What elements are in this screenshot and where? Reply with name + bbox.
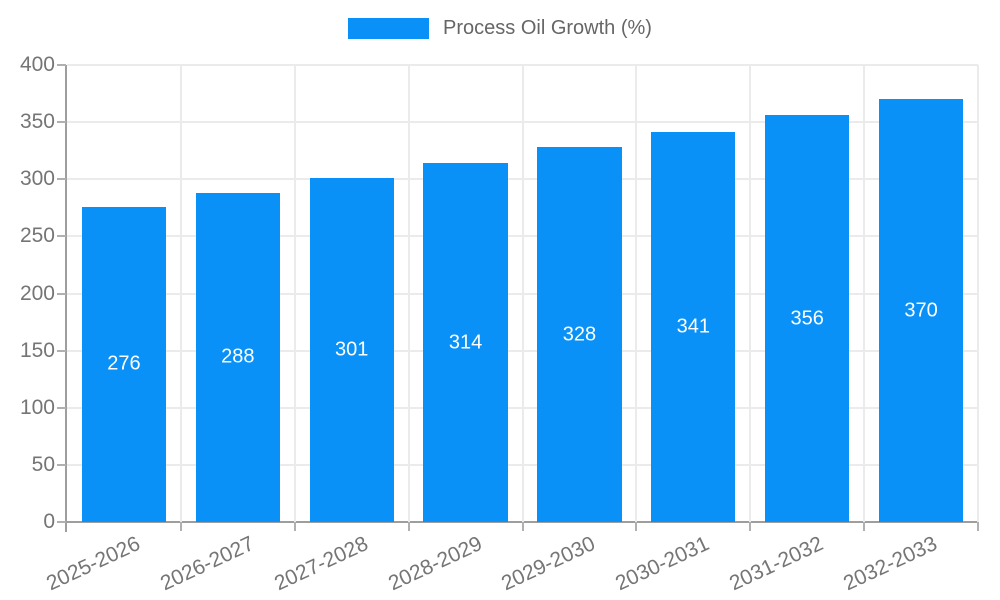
y-axis-tick bbox=[57, 64, 66, 66]
x-axis-tick bbox=[863, 522, 866, 531]
y-tick-label: 350 bbox=[19, 110, 55, 134]
gridline-vertical bbox=[293, 65, 296, 522]
y-axis-tick bbox=[57, 349, 66, 352]
y-tick-label: 0 bbox=[43, 510, 55, 533]
bar-value-label: 328 bbox=[562, 323, 597, 346]
y-axis-tick bbox=[57, 121, 66, 124]
x-tick-label: 2029-2030 bbox=[498, 532, 600, 596]
x-axis-tick bbox=[977, 522, 979, 531]
bar-2032-2033[interactable]: 370 bbox=[878, 99, 964, 522]
y-axis-tick bbox=[57, 178, 66, 181]
y-tick-label: 100 bbox=[19, 395, 55, 419]
x-axis-tick bbox=[749, 522, 752, 531]
gridline-vertical bbox=[749, 65, 752, 522]
gridline-vertical bbox=[863, 65, 866, 522]
plot-area: 0 50 100 150 200 250 300 350 400 276 2025-2026 288 2… bbox=[20, 54, 979, 595]
x-axis-tick bbox=[407, 522, 410, 531]
gridline-vertical bbox=[407, 65, 410, 522]
bar-2030-2031[interactable]: 341 bbox=[651, 132, 736, 522]
bar-2026-2027[interactable]: 288 bbox=[195, 192, 280, 522]
x-tick-label: 2031-2032 bbox=[726, 532, 827, 596]
x-tick-label: 2027-2028 bbox=[270, 532, 372, 596]
y-axis-tick bbox=[57, 521, 66, 523]
bar-2025-2026[interactable]: 276 bbox=[81, 206, 167, 522]
y-tick-label: 150 bbox=[19, 338, 55, 362]
x-tick-label: 2025-2026 bbox=[42, 532, 144, 596]
y-tick-label: 200 bbox=[19, 281, 55, 305]
x-axis-tick bbox=[293, 522, 296, 531]
gridline-vertical bbox=[635, 65, 638, 522]
gridline-vertical bbox=[521, 65, 524, 522]
y-tick-label: 250 bbox=[19, 224, 55, 248]
x-axis-tick bbox=[635, 522, 638, 531]
y-axis-tick bbox=[57, 463, 66, 466]
legend[interactable]: Process Oil Growth (%) bbox=[0, 18, 1000, 39]
y-tick-label: 400 bbox=[19, 53, 55, 76]
x-axis-tick bbox=[179, 522, 182, 531]
x-tick-label: 2030-2031 bbox=[612, 532, 714, 596]
bar-2027-2028[interactable]: 301 bbox=[309, 178, 394, 522]
y-axis-tick bbox=[57, 292, 66, 295]
bar-value-label: 301 bbox=[334, 338, 369, 361]
y-axis-tick bbox=[57, 406, 66, 409]
bar-2028-2029[interactable]: 314 bbox=[423, 163, 508, 522]
x-tick-label: 2032-2033 bbox=[840, 532, 941, 596]
y-tick-label: 50 bbox=[31, 452, 55, 476]
bar-value-label: 341 bbox=[676, 315, 710, 338]
y-axis-line bbox=[65, 65, 67, 532]
y-tick-label: 300 bbox=[19, 167, 55, 191]
x-tick-label: 2026-2027 bbox=[156, 532, 258, 596]
y-axis-tick bbox=[57, 235, 66, 238]
bar-2031-2032[interactable]: 356 bbox=[765, 115, 850, 522]
legend-label: Process Oil Growth (%) bbox=[443, 17, 652, 39]
legend-swatch bbox=[348, 18, 430, 39]
bar-value-label: 370 bbox=[904, 299, 938, 322]
bar-value-label: 356 bbox=[790, 307, 824, 330]
bar-value-label: 276 bbox=[107, 352, 141, 375]
bar-value-label: 314 bbox=[448, 331, 483, 354]
x-axis-tick bbox=[521, 522, 524, 531]
x-tick-label: 2028-2029 bbox=[384, 532, 486, 596]
bar-2029-2030[interactable]: 328 bbox=[537, 147, 622, 522]
gridline-vertical bbox=[977, 65, 979, 522]
gridline-vertical bbox=[179, 65, 182, 522]
bar-value-label: 288 bbox=[221, 345, 255, 368]
